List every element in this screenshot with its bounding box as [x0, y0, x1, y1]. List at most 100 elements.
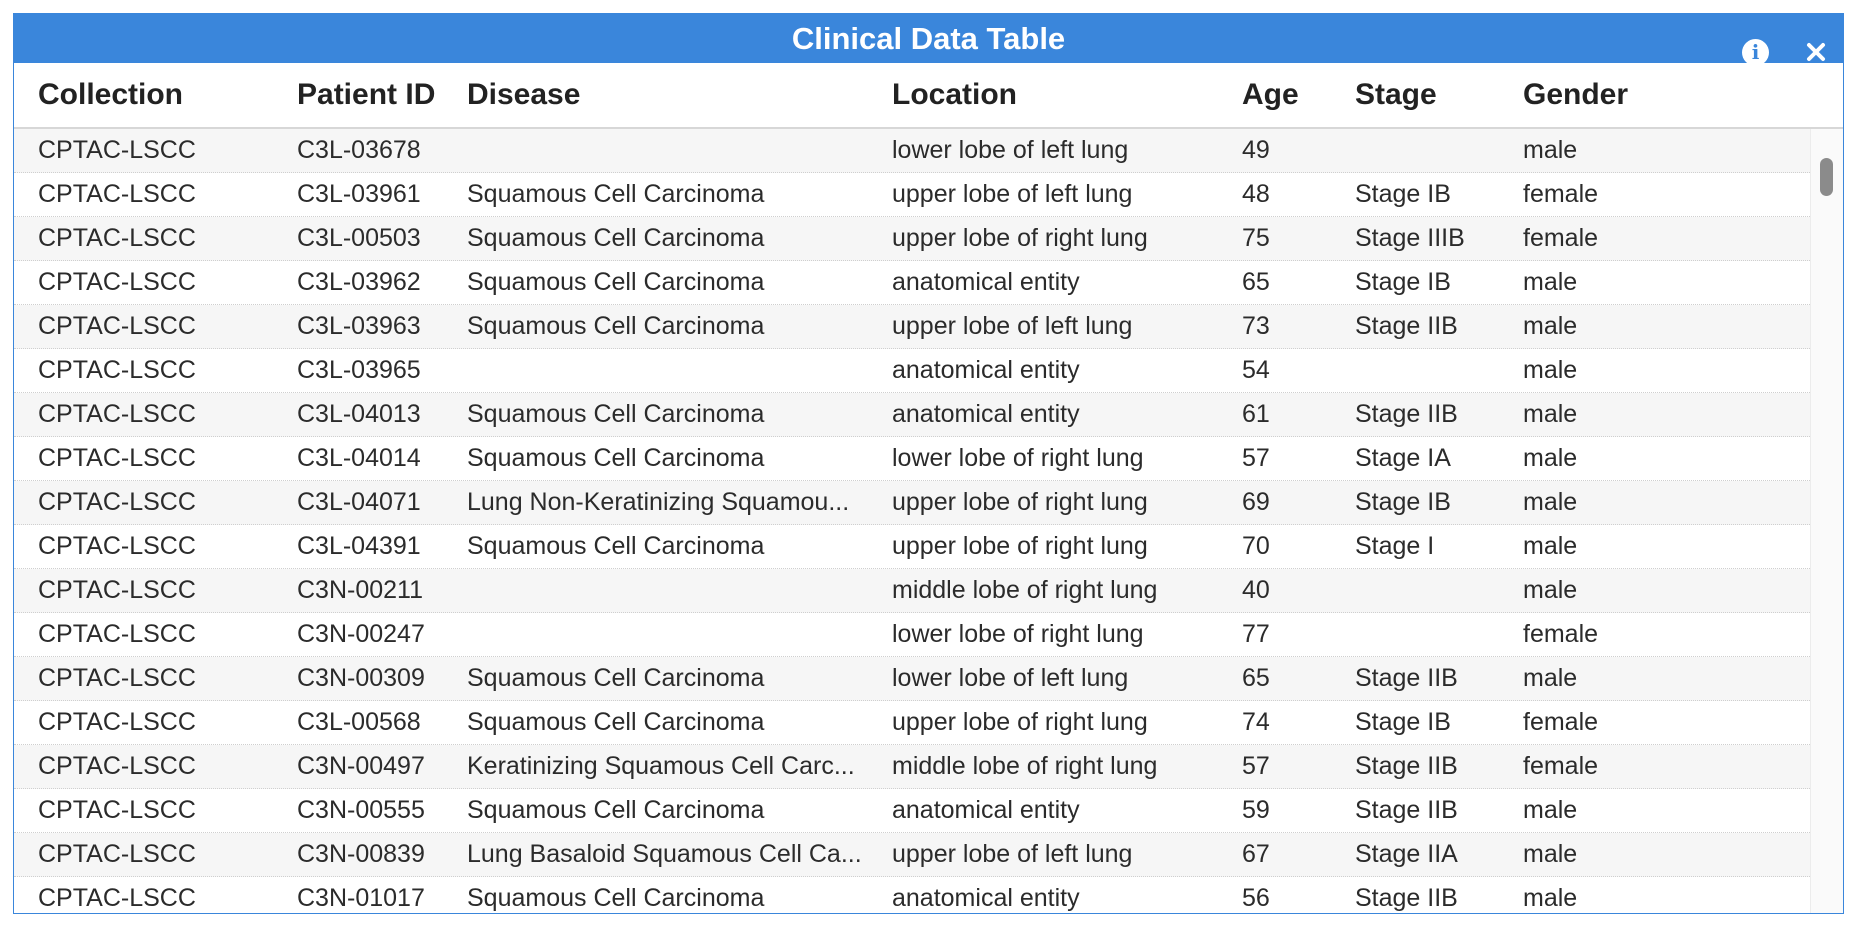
cell-collection: CPTAC-LSCC	[38, 444, 196, 472]
cell-patient-id: C3L-04014	[297, 444, 421, 472]
cell-location: lower lobe of left lung	[892, 136, 1129, 164]
table-row[interactable]: CPTAC-LSCC C3L-04013 Squamous Cell Carcino…	[14, 393, 1810, 437]
title-bar[interactable]: Clinical Data Table	[14, 14, 1843, 63]
cell-location: upper lobe of right lung	[892, 708, 1148, 736]
cell-location: anatomical entity	[892, 796, 1080, 824]
column-header-gender[interactable]: Gender	[1523, 78, 1629, 111]
cell-age: 74	[1242, 708, 1270, 736]
clinical-data-dialog: Clinical Data Table i Collection Patient…	[13, 13, 1844, 914]
cell-stage: Stage IB	[1355, 268, 1451, 296]
cell-collection: CPTAC-LSCC	[38, 400, 196, 428]
table-row[interactable]: CPTAC-LSCC C3L-03963 Squamous Cell Carcino…	[14, 305, 1810, 349]
table-row[interactable]: CPTAC-LSCC C3L-04391 Squamous Cell Carcino…	[14, 525, 1810, 569]
table-row[interactable]: CPTAC-LSCC C3L-04071 Lung Non-Keratinizing…	[14, 481, 1810, 525]
cell-gender: male	[1523, 576, 1578, 604]
cell-gender: male	[1523, 532, 1578, 560]
cell-gender: male	[1523, 840, 1578, 868]
cell-patient-id: C3L-03962	[297, 268, 421, 296]
cell-location: anatomical entity	[892, 356, 1080, 384]
dialog-title: Clinical Data Table	[791, 21, 1066, 56]
cell-gender: male	[1523, 356, 1578, 384]
cell-location: lower lobe of right lung	[892, 620, 1144, 648]
table-row[interactable]: CPTAC-LSCC C3N-00839 Lung Basaloid Squamou…	[14, 833, 1810, 877]
cell-stage: Stage IA	[1355, 444, 1451, 472]
cell-patient-id: C3L-04071	[297, 488, 421, 516]
column-header-collection[interactable]: Collection	[38, 78, 184, 111]
cell-collection: CPTAC-LSCC	[38, 268, 196, 296]
cell-patient-id: C3N-00839	[297, 840, 425, 868]
cell-age: 65	[1242, 268, 1270, 296]
cell-location: anatomical entity	[892, 400, 1080, 428]
cell-location: upper lobe of right lung	[892, 532, 1148, 560]
cell-stage	[1355, 569, 1515, 612]
cell-patient-id: C3L-04013	[297, 400, 421, 428]
cell-location: lower lobe of left lung	[892, 664, 1129, 692]
cell-disease	[467, 569, 877, 612]
info-icon[interactable]: i	[1742, 39, 1769, 66]
cell-disease	[467, 129, 877, 172]
table-row[interactable]: CPTAC-LSCC C3L-03961 Squamous Cell Carcino…	[14, 173, 1810, 217]
cell-patient-id: C3L-03965	[297, 356, 421, 384]
cell-gender: male	[1523, 884, 1578, 912]
cell-stage	[1355, 129, 1515, 172]
table-row[interactable]: CPTAC-LSCC C3L-03962 Squamous Cell Carcino…	[14, 261, 1810, 305]
cell-collection: CPTAC-LSCC	[38, 752, 196, 780]
cell-collection: CPTAC-LSCC	[38, 884, 196, 912]
cell-stage	[1355, 613, 1515, 656]
cell-gender: female	[1523, 620, 1599, 648]
table-body[interactable]: CPTAC-LSCC C3L-03678 lower lobe of left lu…	[14, 129, 1810, 913]
table-row[interactable]: CPTAC-LSCC C3L-00503 Squamous Cell Carcino…	[14, 217, 1810, 261]
table-row[interactable]: CPTAC-LSCC C3N-00247 lower lobe of right l…	[14, 613, 1810, 657]
cell-location: upper lobe of left lung	[892, 180, 1133, 208]
cell-location: upper lobe of right lung	[892, 224, 1148, 252]
table-row[interactable]: CPTAC-LSCC C3N-00309 Squamous Cell Carcino…	[14, 657, 1810, 701]
cell-collection: CPTAC-LSCC	[38, 532, 196, 560]
table-row[interactable]: CPTAC-LSCC C3L-03678 lower lobe of left lu…	[14, 129, 1810, 173]
cell-age: 75	[1242, 224, 1270, 252]
cell-disease: Squamous Cell Carcinoma	[467, 312, 765, 340]
close-icon[interactable]	[1801, 37, 1831, 67]
table-row[interactable]: CPTAC-LSCC C3N-00555 Squamous Cell Carcino…	[14, 789, 1810, 833]
cell-stage: Stage IIB	[1355, 752, 1458, 780]
table-row[interactable]: CPTAC-LSCC C3N-01017 Squamous Cell Carcino…	[14, 877, 1810, 913]
column-header-age[interactable]: Age	[1242, 78, 1299, 111]
cell-location: upper lobe of right lung	[892, 488, 1148, 516]
cell-disease: Squamous Cell Carcinoma	[467, 884, 765, 912]
column-header-disease[interactable]: Disease	[467, 78, 581, 111]
cell-collection: CPTAC-LSCC	[38, 840, 196, 868]
cell-stage: Stage IB	[1355, 488, 1451, 516]
table-row[interactable]: CPTAC-LSCC C3N-00497 Keratinizing Squamous…	[14, 745, 1810, 789]
cell-age: 77	[1242, 620, 1270, 648]
cell-age: 70	[1242, 532, 1270, 560]
table-row[interactable]: CPTAC-LSCC C3N-00211 middle lobe of right …	[14, 569, 1810, 613]
cell-patient-id: C3N-00555	[297, 796, 425, 824]
table-row[interactable]: CPTAC-LSCC C3L-04014 Squamous Cell Carcino…	[14, 437, 1810, 481]
cell-disease: Squamous Cell Carcinoma	[467, 708, 765, 736]
cell-stage: Stage IB	[1355, 180, 1451, 208]
cell-collection: CPTAC-LSCC	[38, 180, 196, 208]
cell-location: anatomical entity	[892, 884, 1080, 912]
cell-age: 49	[1242, 136, 1270, 164]
column-header-stage[interactable]: Stage	[1355, 78, 1437, 111]
cell-patient-id: C3L-03963	[297, 312, 421, 340]
table-row[interactable]: CPTAC-LSCC C3L-03965 anatomical entity 54 ma…	[14, 349, 1810, 393]
cell-patient-id: C3L-04391	[297, 532, 421, 560]
cell-patient-id: C3L-03678	[297, 136, 421, 164]
column-header-location[interactable]: Location	[892, 78, 1017, 111]
scrollbar-thumb[interactable]	[1820, 158, 1833, 196]
cell-disease: Squamous Cell Carcinoma	[467, 268, 765, 296]
cell-patient-id: C3N-00309	[297, 664, 425, 692]
column-header-patient-id[interactable]: Patient ID	[297, 78, 436, 111]
cell-disease: Lung Non-Keratinizing Squamou...	[467, 488, 850, 516]
cell-collection: CPTAC-LSCC	[38, 356, 196, 384]
table-header: Collection Patient ID Disease Location A…	[14, 63, 1843, 129]
cell-gender: male	[1523, 444, 1578, 472]
vertical-scrollbar[interactable]	[1810, 129, 1843, 913]
cell-location: middle lobe of right lung	[892, 752, 1158, 780]
cell-disease: Squamous Cell Carcinoma	[467, 532, 765, 560]
table-row[interactable]: CPTAC-LSCC C3L-00568 Squamous Cell Carcino…	[14, 701, 1810, 745]
cell-collection: CPTAC-LSCC	[38, 576, 196, 604]
cell-patient-id: C3L-00503	[297, 224, 421, 252]
cell-age: 40	[1242, 576, 1270, 604]
cell-gender: male	[1523, 400, 1578, 428]
